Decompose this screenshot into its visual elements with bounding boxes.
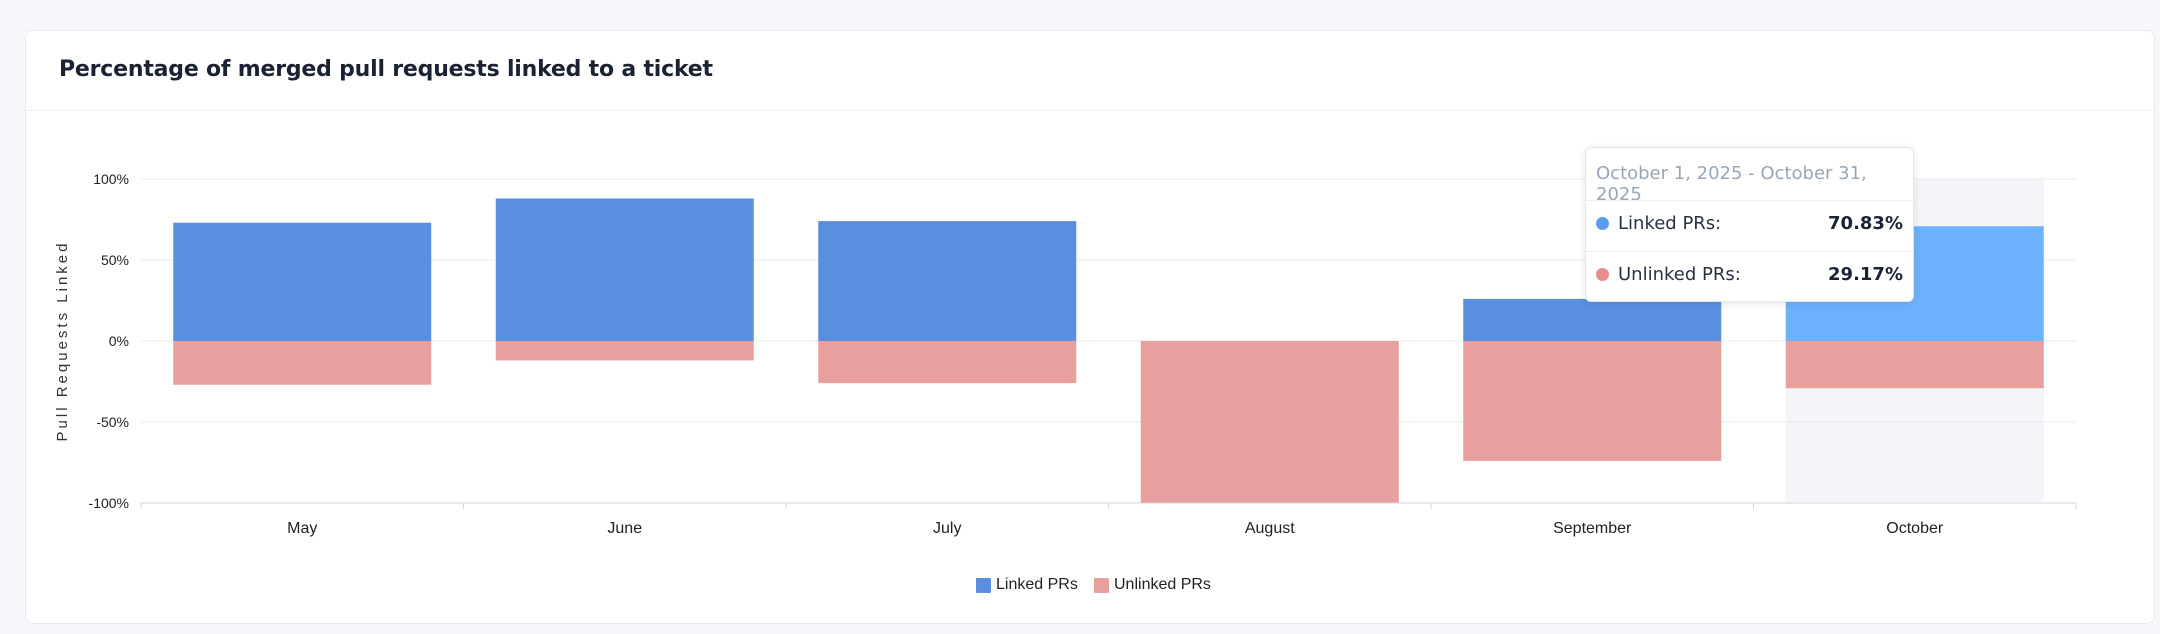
bar-unlinked-may — [173, 341, 432, 385]
y-tick-label: 0% — [109, 333, 129, 349]
x-tick-label: August — [1245, 520, 1295, 537]
bar-linked-june — [495, 198, 754, 341]
tooltip-divider — [1586, 200, 1913, 201]
tooltip-date-range: October 1, 2025 - October 31, 2025 — [1596, 163, 1867, 205]
x-tick-label: June — [607, 520, 642, 537]
tooltip-divider — [1586, 251, 1913, 252]
y-axis-title: Pull Requests Linked — [54, 241, 71, 442]
y-tick-label: 100% — [93, 171, 129, 187]
tooltip-unlinked-dot-icon — [1596, 267, 1609, 281]
tooltip-unlinked-value: 29.17% — [1828, 263, 1903, 285]
tooltip-linked-label: Linked PRs: — [1618, 212, 1722, 234]
tooltip-linked-value: 70.83% — [1828, 212, 1903, 234]
bar-unlinked-august — [1140, 341, 1399, 503]
chart-canvas: 100% 50% 0% -50% -100% May June July August Septe… — [54, 171, 2077, 537]
legend-label-unlinked: Unlinked PRs — [1114, 576, 1211, 593]
legend-label-linked: Linked PRs — [996, 576, 1078, 593]
bar-unlinked-september — [1463, 341, 1722, 461]
chart-card: Percentage of merged pull requests linke… — [25, 30, 2155, 624]
x-tick-label: May — [287, 520, 317, 537]
chart-title: Percentage of merged pull requests linke… — [59, 57, 713, 82]
chart-legend: Linked PRs Unlinked PRs — [26, 576, 2154, 600]
y-tick-label: 50% — [101, 252, 129, 268]
legend-swatch-linked — [976, 577, 991, 593]
bar-linked-september — [1463, 298, 1722, 341]
x-tick-label: October — [1886, 520, 1944, 537]
chart-tooltip: October 1, 2025 - October 31, 2025 Linke… — [1585, 147, 1914, 302]
tooltip-row-linked: Linked PRs: 70.83% — [1596, 211, 1903, 235]
bar-unlinked-june — [495, 341, 754, 361]
card-header: Percentage of merged pull requests linke… — [26, 31, 2154, 111]
bar-unlinked-october — [1785, 341, 2044, 389]
legend-swatch-unlinked — [1094, 577, 1109, 593]
tooltip-linked-dot-icon — [1596, 216, 1609, 230]
x-tick-label: September — [1553, 520, 1632, 537]
legend-item-linked-prs[interactable]: Linked PRs — [976, 576, 1078, 594]
bar-linked-july — [818, 221, 1077, 341]
y-tick-label: -100% — [89, 495, 129, 511]
bar-linked-may — [173, 222, 432, 341]
tooltip-unlinked-label: Unlinked PRs: — [1618, 263, 1741, 285]
y-tick-label: -50% — [96, 414, 129, 430]
tooltip-row-unlinked: Unlinked PRs: 29.17% — [1596, 262, 1903, 286]
x-tick-label: July — [933, 520, 961, 537]
bar-unlinked-july — [818, 341, 1077, 384]
legend-item-unlinked-prs[interactable]: Unlinked PRs — [1094, 576, 1211, 594]
